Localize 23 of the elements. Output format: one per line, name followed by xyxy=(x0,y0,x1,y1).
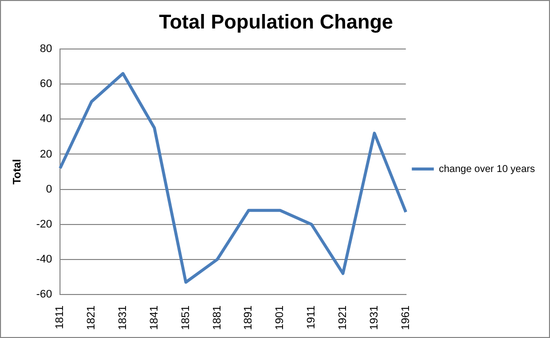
y-tick-label: -20 xyxy=(36,218,52,230)
legend-label: change over 10 years xyxy=(438,164,535,175)
y-tick-label: 60 xyxy=(40,78,52,90)
x-tick-label: 1961 xyxy=(400,306,412,330)
x-tick-label: 1831 xyxy=(116,306,129,330)
y-tick-label: 80 xyxy=(40,43,52,56)
x-tick-label: 1891 xyxy=(242,306,255,330)
chart-title: Total Population Change xyxy=(158,12,394,34)
x-tick-label: 1881 xyxy=(211,306,224,330)
x-tick-label: 1851 xyxy=(180,306,192,330)
x-tick-label: 1921 xyxy=(337,306,349,330)
y-axis-title: Total xyxy=(12,159,24,184)
y-tick-label: 20 xyxy=(40,148,52,160)
y-tick-label: -60 xyxy=(36,288,52,301)
x-tick-label: 1841 xyxy=(148,306,160,330)
y-tick-label: 0 xyxy=(46,183,52,196)
x-tick-label: 1931 xyxy=(368,306,380,330)
y-tick-label: -40 xyxy=(36,253,52,266)
x-tick-label: 1821 xyxy=(86,306,98,330)
x-tick-label: 1911 xyxy=(306,306,318,330)
x-tick-label: 1811 xyxy=(54,306,66,330)
y-tick-label: 40 xyxy=(40,113,52,126)
x-tick-label: 1901 xyxy=(274,306,286,330)
